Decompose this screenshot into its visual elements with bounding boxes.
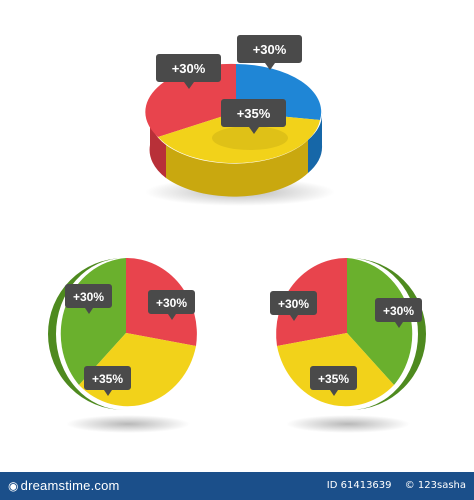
- pie-chart-top: +30% +30% +35%: [145, 35, 335, 206]
- pie-top-side-blue: [308, 112, 323, 173]
- pie-chart-left: +30% +30% +35%: [48, 257, 197, 433]
- tag-right-red: +30%: [270, 291, 317, 321]
- pie-top-side-red: [149, 112, 166, 178]
- tag-label: +30%: [172, 61, 206, 76]
- pie-shadow: [66, 415, 190, 433]
- brand-name: dreamstime.com: [20, 478, 120, 493]
- tag-left-green: +30%: [65, 284, 112, 314]
- image-id: ID 61413639: [326, 480, 392, 491]
- pie-shadow: [286, 415, 410, 433]
- tag-label: +30%: [73, 290, 104, 304]
- tag-left-red: +30%: [148, 290, 195, 320]
- tag-label: +30%: [156, 296, 187, 310]
- pie-top-side-yellow: [166, 140, 308, 197]
- tag-label: +35%: [237, 106, 271, 121]
- stock-footer-bar: ◉ dreamstime.com ID 61413639 © 123sasha: [0, 472, 474, 500]
- pie-top-gloss: [212, 126, 288, 150]
- dreamstime-logo-icon: ◉: [8, 479, 19, 493]
- tag-label: +35%: [318, 372, 349, 386]
- tag-top-red: +30%: [156, 54, 221, 89]
- tag-top-yellow: +35%: [221, 99, 286, 134]
- brand-logo: ◉ dreamstime.com: [8, 478, 120, 493]
- tag-right-yellow: +35%: [310, 366, 357, 396]
- tag-label: +30%: [253, 42, 287, 57]
- pie-top-slice-red: [145, 63, 236, 137]
- tag-right-green: +30%: [375, 298, 422, 328]
- tag-label: +30%: [383, 304, 414, 318]
- tag-label: +30%: [278, 297, 309, 311]
- image-meta: ID 61413639 © 123sasha: [317, 480, 466, 491]
- pie-chart-right: +30% +30% +35%: [270, 257, 426, 433]
- copyright-text: © 123sasha: [404, 480, 466, 491]
- tag-left-yellow: +35%: [84, 366, 131, 396]
- tag-top-blue: +30%: [237, 35, 302, 70]
- tag-label: +35%: [92, 372, 123, 386]
- pie-charts-figure: +30% +30% +35% +30% +30% +35%: [48, 35, 426, 433]
